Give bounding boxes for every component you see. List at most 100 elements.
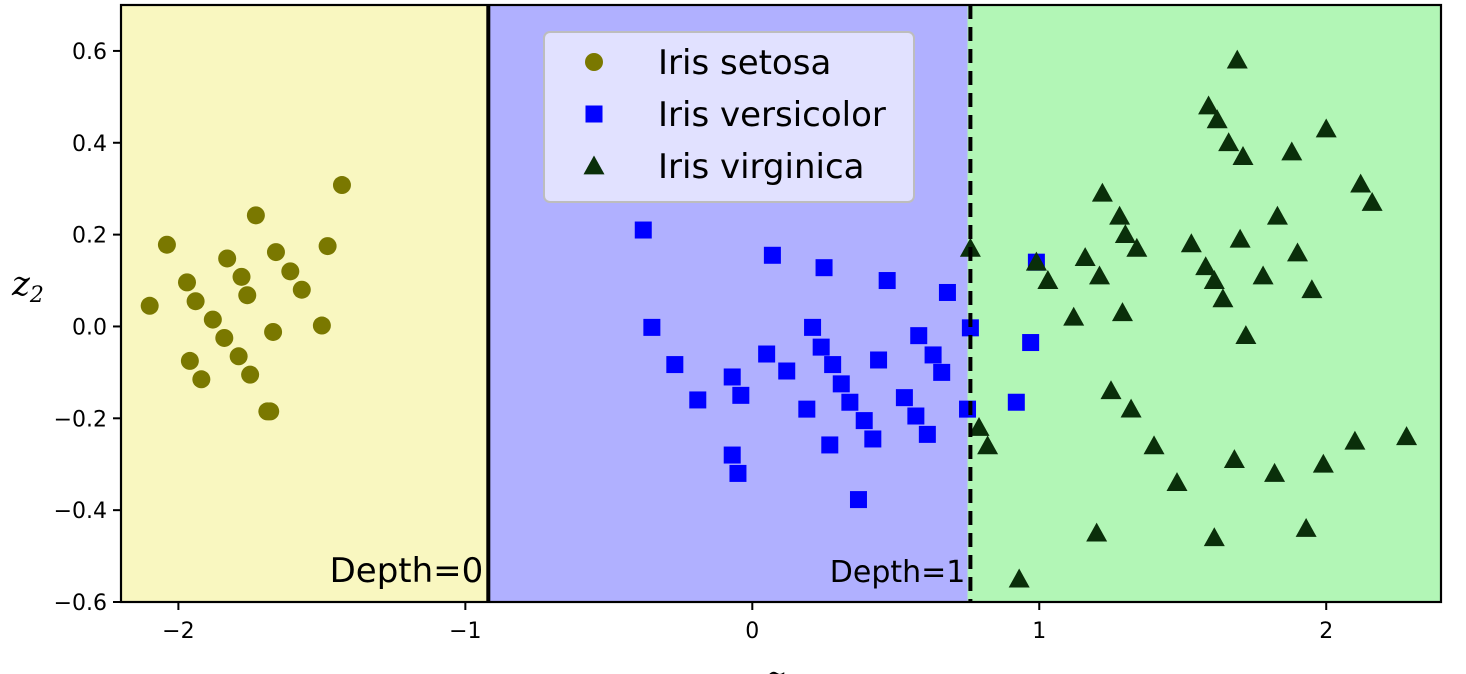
point-iris-virginica [977, 435, 999, 455]
point-iris-virginica [1089, 265, 1111, 285]
point-iris-virginica [1266, 205, 1288, 225]
point-iris-versicolor [1007, 393, 1025, 411]
point-iris-versicolor [723, 368, 741, 386]
point-iris-versicolor [918, 425, 936, 443]
legend-marker-iris-versicolor [585, 105, 603, 123]
point-iris-setosa [203, 310, 222, 329]
point-iris-virginica [1166, 472, 1188, 491]
x-tick-label: 2 [1319, 619, 1333, 644]
point-iris-virginica [1206, 109, 1228, 129]
point-iris-virginica [1287, 242, 1309, 262]
legend: Iris setosa Iris versicolor Iris virginica [543, 31, 915, 203]
point-iris-versicolor [634, 221, 652, 239]
point-iris-virginica [1203, 270, 1225, 289]
y-axis-label: z2 [11, 264, 44, 308]
point-iris-virginica [1301, 279, 1323, 299]
point-iris-setosa [332, 176, 351, 195]
point-iris-virginica [1114, 224, 1136, 244]
x-tick-label: −2 [162, 619, 194, 644]
point-iris-versicolor [895, 389, 913, 407]
point-iris-versicolor [878, 272, 896, 290]
y-tick-label: −0.4 [54, 499, 107, 524]
point-iris-versicolor [729, 464, 747, 482]
point-iris-versicolor [758, 345, 776, 363]
boundary-label-1: Depth=1 [830, 555, 966, 590]
point-iris-setosa [264, 322, 283, 341]
legend-box [543, 31, 915, 203]
point-iris-setosa [261, 402, 280, 421]
point-iris-versicolor [961, 319, 979, 337]
point-iris-virginica [1252, 265, 1274, 285]
point-iris-virginica [1120, 398, 1142, 418]
point-iris-setosa [292, 280, 311, 299]
point-iris-virginica [1037, 270, 1059, 289]
plot-frame [119, 3, 1443, 604]
point-iris-virginica [1312, 453, 1334, 473]
point-iris-virginica [1086, 522, 1108, 542]
point-iris-versicolor [815, 259, 833, 277]
point-iris-virginica [1235, 325, 1257, 345]
point-iris-virginica [1344, 430, 1366, 450]
point-iris-setosa [281, 262, 300, 281]
point-iris-virginica [1218, 132, 1240, 152]
axes: −2 −1 0 1 2 −0.6 −0.4 −0.2 0.0 0.2 0.4 0.6 [54, 40, 1334, 644]
point-iris-versicolor [855, 412, 873, 430]
point-iris-virginica [1025, 251, 1047, 271]
point-iris-setosa [215, 328, 234, 347]
point-iris-versicolor [933, 363, 951, 381]
point-iris-versicolor [910, 327, 928, 345]
point-iris-setosa [241, 365, 260, 384]
point-iris-versicolor [1022, 334, 1040, 352]
legend-marker-iris-setosa [585, 53, 603, 71]
point-iris-setosa [312, 316, 331, 335]
point-iris-setosa [246, 206, 265, 225]
point-iris-versicolor [763, 246, 781, 264]
point-iris-versicolor [723, 446, 741, 464]
x-tick-label: 0 [745, 619, 759, 644]
point-iris-versicolor [924, 346, 942, 364]
y-tick-label: 0.4 [72, 132, 107, 157]
point-iris-versicolor [778, 362, 796, 380]
point-iris-virginica [1195, 256, 1217, 276]
y-tick-label: 0.0 [72, 315, 107, 340]
point-iris-virginica [1264, 462, 1286, 482]
x-tick-label: −1 [449, 619, 481, 644]
point-iris-setosa [157, 235, 176, 254]
point-iris-virginica [1229, 228, 1251, 248]
point-iris-virginica [1063, 306, 1085, 326]
point-iris-virginica [1126, 237, 1148, 257]
point-iris-virginica [1109, 205, 1131, 225]
y-tick-label: 0.2 [72, 224, 107, 249]
point-iris-virginica [1143, 435, 1165, 455]
point-iris-virginica [1396, 426, 1418, 446]
point-iris-versicolor [643, 318, 661, 336]
point-iris-virginica [1226, 49, 1248, 69]
point-iris-virginica [1281, 141, 1303, 161]
point-iris-virginica [1350, 173, 1372, 193]
boundary-label-0: Depth=0 [330, 551, 484, 591]
point-iris-setosa [178, 273, 196, 292]
point-iris-virginica [1223, 449, 1245, 469]
point-iris-virginica [1315, 118, 1337, 138]
point-iris-setosa [266, 243, 285, 262]
point-iris-virginica [1295, 518, 1317, 537]
point-iris-versicolor [907, 407, 925, 425]
point-iris-setosa [180, 351, 199, 370]
point-iris-setosa [318, 237, 337, 256]
point-iris-versicolor [821, 436, 839, 454]
data-points [140, 49, 1418, 588]
x-axis-label: z1 [765, 659, 798, 674]
legend-label-iris-versicolor: Iris versicolor [658, 95, 886, 135]
point-iris-setosa [218, 249, 237, 268]
decision-boundaries: Depth=0 Depth=1 [330, 5, 973, 602]
point-iris-versicolor [841, 393, 859, 411]
legend-marker-iris-virginica [583, 155, 605, 175]
point-iris-versicolor [959, 400, 977, 418]
point-iris-virginica [1091, 182, 1113, 202]
point-iris-virginica [968, 416, 990, 436]
point-iris-setosa [229, 347, 248, 366]
point-iris-setosa [192, 370, 211, 389]
point-iris-setosa [238, 286, 257, 305]
point-iris-virginica [1198, 95, 1220, 115]
